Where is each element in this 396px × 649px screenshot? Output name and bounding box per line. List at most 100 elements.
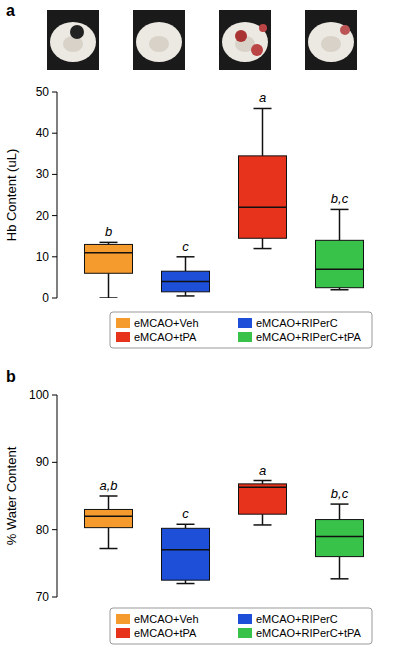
y-tick-label: 30 xyxy=(36,167,50,181)
lower-cap xyxy=(100,548,118,550)
box xyxy=(85,244,133,273)
y-tick-label: 40 xyxy=(36,126,50,140)
box xyxy=(316,240,364,287)
lower-whisker xyxy=(262,514,264,525)
box-plot xyxy=(316,504,364,579)
lesion xyxy=(259,24,267,32)
upper-cap xyxy=(100,495,118,497)
brain-tissue xyxy=(222,22,268,62)
lower-cap xyxy=(177,583,195,585)
lesion xyxy=(235,30,247,42)
lower-whisker xyxy=(108,273,110,298)
y-tick xyxy=(52,529,57,530)
box xyxy=(239,484,287,514)
y-tick-label: 100 xyxy=(29,388,49,402)
lower-cap xyxy=(331,578,349,580)
significance-letter: a xyxy=(259,463,266,478)
y-tick xyxy=(52,462,57,463)
brain-detail xyxy=(321,36,341,52)
significance-letter: b,c xyxy=(331,486,349,501)
panel-label: a xyxy=(6,2,15,19)
upper-cap xyxy=(254,480,272,482)
significance-letter: c xyxy=(182,239,189,254)
legend-swatch xyxy=(238,614,252,624)
legend-label: eMCAO+tPA xyxy=(134,627,197,639)
lower-whisker xyxy=(339,557,341,579)
lesion xyxy=(70,25,84,39)
lesion xyxy=(251,44,263,56)
median-line xyxy=(239,486,287,488)
box xyxy=(162,528,210,580)
y-tick-label: 10 xyxy=(36,250,50,264)
panel-label: b xyxy=(6,368,16,385)
legend-frame xyxy=(110,312,372,348)
image-background xyxy=(133,10,185,70)
brain-section-image xyxy=(305,10,357,70)
legend-label: eMCAO+Veh xyxy=(134,317,199,329)
y-tick xyxy=(52,256,57,257)
lower-cap xyxy=(100,297,118,298)
legend: eMCAO+VeheMCAO+RIPerCeMCAO+tPAeMCAO+RIPe… xyxy=(110,608,372,644)
legend-label: eMCAO+RIPerC+tPA xyxy=(256,331,362,343)
upper-cap xyxy=(331,209,349,211)
y-tick xyxy=(52,215,57,216)
lesion xyxy=(340,25,350,35)
y-axis-line xyxy=(57,395,58,597)
legend-swatch xyxy=(238,628,252,638)
significance-letter: a xyxy=(259,90,266,105)
legend-label: eMCAO+Veh xyxy=(134,613,199,625)
y-tick-label: 50 xyxy=(36,85,50,99)
panel: a 0 10 20 30 40 50 Hb Content (uL) b c a b,c eMCAO+V… xyxy=(4,2,372,348)
y-axis-label: % Water Content xyxy=(4,446,19,545)
y-tick-label: 20 xyxy=(36,209,50,223)
box-plot xyxy=(85,496,133,549)
significance-letter: b,c xyxy=(331,191,349,206)
panel: b708090100% Water Contenta,bcab,ceMCAO+V… xyxy=(4,368,372,644)
image-background xyxy=(47,10,99,70)
y-tick-label: 70 xyxy=(36,590,50,604)
median-line xyxy=(162,549,210,551)
y-tick xyxy=(52,174,57,175)
brain-detail xyxy=(149,36,169,52)
legend-swatch xyxy=(238,332,252,342)
y-tick xyxy=(52,597,57,598)
upper-whisker xyxy=(108,496,110,509)
brain-detail xyxy=(63,36,83,52)
y-tick-label: 0 xyxy=(42,291,49,305)
y-tick xyxy=(52,298,57,299)
median-line xyxy=(316,268,364,270)
legend-frame xyxy=(110,608,372,644)
figure: a 0 10 20 30 40 50 Hb Content (uL) b c a b,c eMCAO+V… xyxy=(0,0,396,649)
y-tick xyxy=(52,92,57,93)
brain-tissue xyxy=(136,22,182,62)
brain-tissue xyxy=(308,22,354,62)
legend-swatch xyxy=(116,614,130,624)
y-tick-label: 80 xyxy=(36,523,50,537)
boxes xyxy=(85,481,364,584)
box xyxy=(316,520,364,557)
brain-section-image xyxy=(133,10,185,70)
upper-cap xyxy=(177,256,195,258)
lower-cap xyxy=(254,524,272,526)
image-background xyxy=(219,10,271,70)
median-line xyxy=(162,281,210,283)
box xyxy=(85,509,133,527)
legend-label: eMCAO+tPA xyxy=(134,331,197,343)
box-plot xyxy=(85,242,133,298)
median-line xyxy=(85,252,133,254)
upper-whisker xyxy=(185,257,187,271)
upper-whisker xyxy=(262,108,264,155)
significance-letter: b xyxy=(105,224,112,239)
y-axis-label: Hb Content (uL) xyxy=(4,149,19,242)
upper-cap xyxy=(100,242,118,244)
lower-cap xyxy=(177,295,195,297)
legend-label: eMCAO+RIPerC+tPA xyxy=(256,627,362,639)
y-tick xyxy=(52,395,57,396)
boxes xyxy=(85,108,364,298)
legend-swatch xyxy=(116,332,130,342)
legend-swatch xyxy=(116,318,130,328)
brain-section-image xyxy=(219,10,271,70)
box-plot xyxy=(162,257,210,296)
box xyxy=(162,271,210,292)
upper-cap xyxy=(177,524,195,526)
